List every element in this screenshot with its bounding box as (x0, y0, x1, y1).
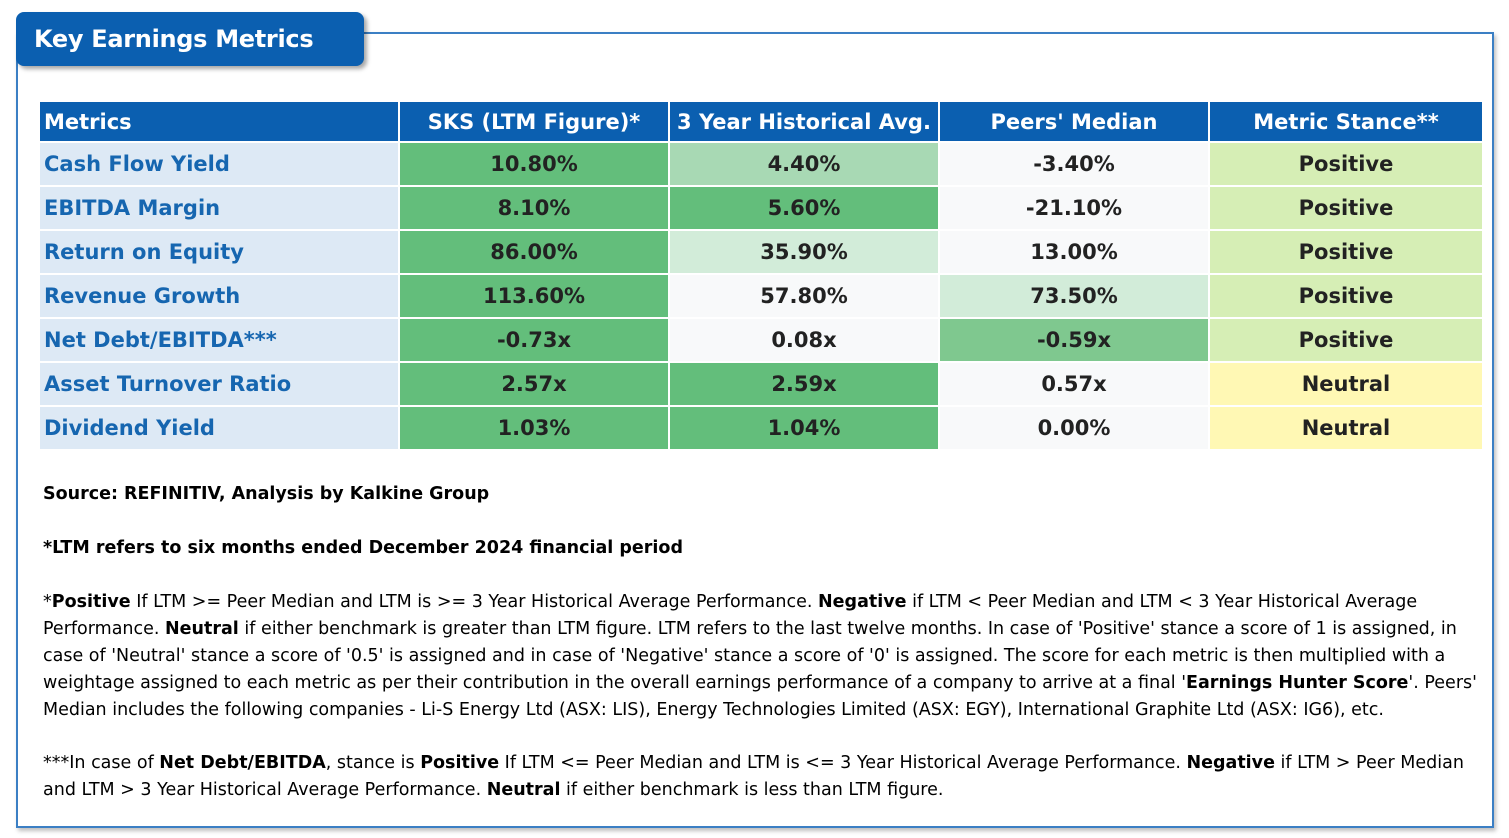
netdebt-note-text: if either benchmark is less than LTM fig… (560, 780, 944, 800)
peers-value: 0.57x (940, 363, 1208, 405)
historical-value: 35.90% (670, 231, 938, 273)
ltm-value: 113.60% (400, 275, 668, 317)
peers-value: 73.50% (940, 275, 1208, 317)
header-peers: Peers' Median (940, 102, 1208, 141)
netdebt-note-bold: Net Debt/EBITDA (159, 753, 326, 773)
stance-value: Positive (1210, 319, 1482, 361)
historical-value: 0.08x (670, 319, 938, 361)
stance-note-text: '. Peers' Median includes the following … (43, 673, 1477, 720)
netdebt-note: ***In case of Net Debt/EBITDA, stance is… (43, 750, 1483, 804)
ltm-value: 86.00% (400, 231, 668, 273)
netdebt-note-text: If LTM <= Peer Median and LTM is <= 3 Ye… (499, 753, 1187, 773)
netdebt-note-text: ***In case of (43, 753, 160, 773)
peers-value: 13.00% (940, 231, 1208, 273)
netdebt-note-text: if LTM > Peer Median and LTM > 3 Year Hi… (43, 753, 1464, 800)
stance-value: Positive (1210, 275, 1482, 317)
metrics-table: Metrics SKS (LTM Figure)* 3 Year Histori… (38, 100, 1484, 451)
stance-value: Positive (1210, 143, 1482, 185)
table-header-row: Metrics SKS (LTM Figure)* 3 Year Histori… (40, 102, 1482, 141)
ltm-value: 8.10% (400, 187, 668, 229)
stance-note-bold: Earnings Hunter Score (1186, 673, 1409, 693)
table-row: Net Debt/EBITDA*** -0.73x 0.08x -0.59x P… (40, 319, 1482, 361)
table-row: EBITDA Margin 8.10% 5.60% -21.10% Positi… (40, 187, 1482, 229)
stance-value: Positive (1210, 231, 1482, 273)
netdebt-note-text: , stance is (325, 753, 421, 773)
metric-name: EBITDA Margin (40, 187, 398, 229)
header-stance: Metric Stance** (1210, 102, 1482, 141)
historical-value: 1.04% (670, 407, 938, 449)
historical-value: 5.60% (670, 187, 938, 229)
historical-value: 57.80% (670, 275, 938, 317)
metric-name: Dividend Yield (40, 407, 398, 449)
stance-value: Positive (1210, 187, 1482, 229)
netdebt-note-bold: Positive (420, 753, 500, 773)
header-historical: 3 Year Historical Avg. (670, 102, 938, 141)
metric-name: Return on Equity (40, 231, 398, 273)
netdebt-note-bold: Negative (1186, 753, 1275, 773)
stance-note: *Positive If LTM >= Peer Median and LTM … (43, 589, 1483, 724)
stance-note-bold: Neutral (165, 619, 239, 639)
table-row: Asset Turnover Ratio 2.57x 2.59x 0.57x N… (40, 363, 1482, 405)
ltm-value: 10.80% (400, 143, 668, 185)
content-frame (16, 32, 1494, 828)
peers-value: 0.00% (940, 407, 1208, 449)
stance-note-bold: Negative (818, 592, 907, 612)
ltm-value: 1.03% (400, 407, 668, 449)
historical-value: 2.59x (670, 363, 938, 405)
table-row: Revenue Growth 113.60% 57.80% 73.50% Pos… (40, 275, 1482, 317)
metric-name: Cash Flow Yield (40, 143, 398, 185)
table-row: Cash Flow Yield 10.80% 4.40% -3.40% Posi… (40, 143, 1482, 185)
stance-note-text: if LTM < Peer Median and LTM < 3 Year Hi… (43, 592, 1418, 639)
ltm-note: *LTM refers to six months ended December… (43, 538, 683, 558)
stance-value: Neutral (1210, 363, 1482, 405)
header-ltm: SKS (LTM Figure)* (400, 102, 668, 141)
stance-note-text: if either benchmark is greater than LTM … (43, 619, 1457, 693)
stance-note-text: If LTM >= Peer Median and LTM is >= 3 Ye… (130, 592, 819, 612)
ltm-value: 2.57x (400, 363, 668, 405)
peers-value: -0.59x (940, 319, 1208, 361)
peers-value: -3.40% (940, 143, 1208, 185)
metric-name: Revenue Growth (40, 275, 398, 317)
stance-note-bold: Positive (51, 592, 131, 612)
metric-name: Asset Turnover Ratio (40, 363, 398, 405)
table-row: Return on Equity 86.00% 35.90% 13.00% Po… (40, 231, 1482, 273)
stance-value: Neutral (1210, 407, 1482, 449)
source-note: Source: REFINITIV, Analysis by Kalkine G… (43, 484, 490, 504)
peers-value: -21.10% (940, 187, 1208, 229)
section-title: Key Earnings Metrics (16, 12, 364, 66)
table-row: Dividend Yield 1.03% 1.04% 0.00% Neutral (40, 407, 1482, 449)
ltm-value: -0.73x (400, 319, 668, 361)
metric-name: Net Debt/EBITDA*** (40, 319, 398, 361)
historical-value: 4.40% (670, 143, 938, 185)
header-metrics: Metrics (40, 102, 398, 141)
netdebt-note-bold: Neutral (486, 780, 561, 800)
stance-note-text: * (43, 592, 52, 612)
